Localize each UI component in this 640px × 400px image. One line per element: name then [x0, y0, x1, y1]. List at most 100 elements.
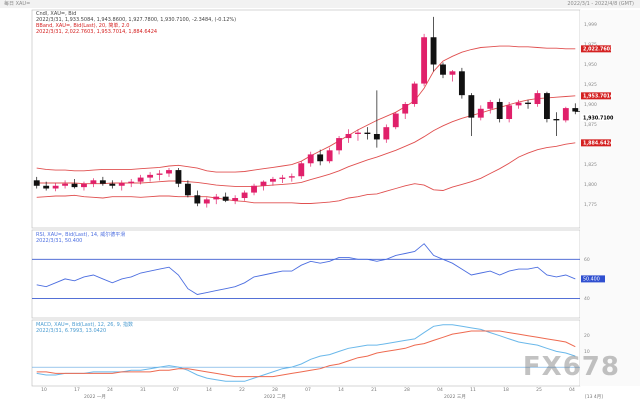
candle-body — [487, 101, 494, 109]
candle-body — [213, 196, 220, 200]
x-tick-label: 21 — [371, 387, 377, 393]
price-tick-label: 1,975 — [584, 42, 597, 48]
macd-tick-label: 20 — [584, 333, 590, 339]
rsi-value-tag — [581, 275, 605, 283]
x-tick-label: 25 — [536, 387, 542, 393]
price-value-tag — [581, 45, 611, 53]
panel-frame-3 — [31, 319, 581, 387]
price-tick-label: 1,925 — [584, 82, 597, 88]
candle-body — [222, 196, 229, 201]
rsi-legend-values: 2022/3/31, 50.400 — [36, 238, 83, 244]
x-tick-label: 17 — [74, 387, 80, 393]
candle-body — [553, 119, 560, 121]
price-value-tag — [581, 92, 611, 100]
rsi-tick-label: 60 — [584, 257, 590, 263]
candle-body — [184, 183, 191, 196]
x-tick-label: 31 — [140, 387, 146, 393]
candle-body — [260, 181, 267, 186]
panel-frame-2 — [31, 229, 581, 319]
macd-legend-title: MACD, XAU=, Bid(Last), 12, 26, 9, 指数 — [36, 322, 133, 328]
x-tick-label: 22 — [239, 387, 245, 393]
candle-body — [52, 185, 59, 189]
x-tick-label: 10 — [41, 387, 47, 393]
candle-body — [458, 71, 465, 96]
candle-body — [175, 170, 182, 184]
candle-body — [411, 83, 418, 105]
candle-body — [326, 150, 333, 162]
x-tick-label: 07 — [173, 387, 179, 393]
candle-body — [147, 174, 154, 178]
x-tick-label: 24 — [107, 387, 113, 393]
x-end-label: [13 4月] — [585, 394, 603, 400]
rsi-value-tag-text: 50.400 — [583, 277, 600, 283]
candle-body — [449, 71, 456, 75]
candle-body — [43, 185, 50, 189]
candle-body — [477, 108, 484, 118]
x-tick-label: 04 — [437, 387, 443, 393]
candle-body — [336, 138, 342, 151]
candle-body — [421, 37, 428, 84]
x-tick-label: 04 — [569, 387, 575, 393]
candle-body — [251, 185, 257, 193]
x-tick-label: 18 — [503, 387, 509, 393]
x-tick-label: 11 — [470, 387, 476, 393]
candle-body — [307, 154, 314, 164]
candle-body — [71, 183, 78, 188]
rsi-tick-label: 40 — [584, 296, 590, 302]
bband-legend-values: 2022/3/31, 2,022.7603, 1,953.7014, 1,884… — [36, 29, 158, 35]
candle-body — [515, 102, 522, 106]
price-tick-label: 1,800 — [584, 182, 597, 188]
candle-body — [203, 199, 210, 204]
candle-body — [355, 132, 361, 134]
x-tick-label: 28 — [272, 387, 278, 393]
candle-body — [166, 170, 172, 174]
x-tick-label: 14 — [338, 387, 344, 393]
candle-body — [317, 154, 324, 162]
rsi-legend-title: RSI, XAU=, Bid(Last), 14, 威尔德平滑 — [36, 232, 126, 238]
candle-body — [402, 104, 409, 114]
candle-body — [109, 183, 116, 186]
macd-legend-values: 2022/3/31, 6.7993, 13.0420 — [36, 328, 107, 334]
candle-body — [99, 180, 106, 184]
candle-body — [298, 163, 305, 177]
candle-body — [544, 93, 550, 119]
rsi-line — [36, 243, 576, 295]
candle-body — [345, 133, 352, 139]
price-tick-label: 1,900 — [584, 102, 597, 108]
x-month-label: 2022 一月 — [84, 394, 106, 400]
candle-body — [128, 181, 135, 184]
candle-body — [392, 113, 399, 128]
candle-body — [279, 177, 286, 179]
candle-body — [33, 180, 40, 186]
candle-body — [90, 180, 97, 184]
price-value-tag-text: 1,953.7014 — [583, 94, 614, 100]
candle-body — [468, 95, 475, 118]
x-tick-label: 28 — [404, 387, 410, 393]
candle-body — [572, 108, 579, 112]
price-legend-title: Cndl, XAU=, Bid — [36, 11, 77, 17]
candle-body — [137, 177, 144, 182]
toolbar: 每日 XAU= 2022/3/1 - 2022/4/8 (GMT) — [0, 0, 640, 8]
candle-body — [118, 183, 125, 186]
candle-body — [288, 176, 295, 178]
candle-body — [364, 132, 371, 134]
price-tick-label: 1,950 — [584, 62, 597, 68]
price-legend-values: 2022/3/31, 1,933.5084, 1,943.8600, 1,927… — [36, 17, 237, 23]
x-tick-label: 14 — [206, 387, 212, 393]
candle-body — [232, 198, 239, 201]
candle-body — [194, 195, 201, 204]
panel-frame-1 — [31, 9, 581, 229]
toolbar-title: 每日 XAU= — [4, 1, 31, 7]
candle-body — [62, 183, 68, 186]
candle-body — [270, 178, 276, 182]
price-tick-label: 1,775 — [584, 202, 597, 208]
price-value-tag — [581, 114, 611, 122]
right-axis-strip — [580, 10, 640, 386]
candle-body — [383, 127, 390, 140]
x-month-label: 2022 二月 — [264, 394, 286, 400]
bband-middle-line — [36, 95, 576, 187]
x-tick-label: 07 — [305, 387, 311, 393]
candle-body — [373, 133, 380, 140]
price-tick-label: 1,875 — [584, 122, 597, 128]
